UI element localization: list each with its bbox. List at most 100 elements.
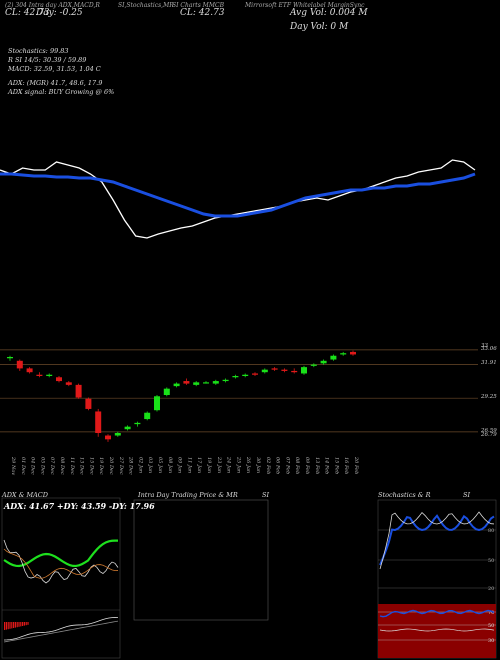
date-label: 07 Dec xyxy=(49,457,55,475)
adx-minus-di-line xyxy=(3,548,119,579)
rsi-level-label: 50 xyxy=(488,623,494,629)
macd-histogram-bar xyxy=(5,622,7,630)
macd-histogram-bar xyxy=(11,622,13,629)
intraday-panel-title: Intra Day Trading Price & MR xyxy=(138,491,238,499)
candle-body xyxy=(46,374,53,376)
macd-histogram-bar xyxy=(14,622,16,628)
date-label: 05 Dec xyxy=(39,457,45,475)
rsi-line xyxy=(379,609,495,618)
date-label: 26 Jan xyxy=(245,456,251,473)
date-label: 11 Dec xyxy=(69,457,75,475)
date-label: 29 Nov xyxy=(10,456,16,475)
candle-body xyxy=(261,369,268,373)
price-label: 26.79 xyxy=(481,432,497,439)
candle-body xyxy=(36,374,43,376)
macd-histogram-bar xyxy=(20,622,22,627)
rsi-panel: 70 50 30 xyxy=(378,604,496,658)
date-label: 24 Jan xyxy=(226,456,232,473)
date-label: 19 Dec xyxy=(98,457,104,475)
intraday-panel-si: SI xyxy=(262,491,270,499)
date-label: 14 Feb xyxy=(324,457,330,474)
macd-histogram-bar xyxy=(18,622,20,627)
macd-signal-line xyxy=(3,620,119,643)
price-label: 33.06 xyxy=(481,345,497,352)
date-label: 09 Feb xyxy=(304,457,310,474)
date-label: 08 Dec xyxy=(59,457,65,475)
macd-histogram-bar xyxy=(4,622,6,630)
candle-body xyxy=(242,374,249,376)
moving-averages xyxy=(0,159,476,239)
price-label: 33 xyxy=(481,342,488,349)
candle-body xyxy=(252,373,258,375)
macd-histogram-bar xyxy=(22,622,24,626)
candle-body xyxy=(291,370,298,373)
date-label: 01 Dec xyxy=(20,457,26,475)
date-label: 09 Jan xyxy=(177,457,183,473)
candle-body xyxy=(301,367,307,374)
date-label: 08 Feb xyxy=(294,457,300,474)
candle-body xyxy=(281,369,288,371)
candle-body xyxy=(232,376,239,378)
candle-body xyxy=(350,351,356,355)
date-label: 25 Jan xyxy=(235,456,241,473)
candle-body xyxy=(222,379,229,382)
adx-panel-title: ADX & MACD xyxy=(2,491,48,499)
candles xyxy=(7,350,356,442)
stoch-panel: 80 50 20 xyxy=(378,511,496,592)
candle-body xyxy=(85,398,92,409)
stoch-level-label: 50 xyxy=(488,558,494,564)
macd-histogram-bar xyxy=(7,622,9,630)
date-label: 16 Feb xyxy=(343,457,349,474)
candle-body xyxy=(340,353,347,355)
candle-body xyxy=(114,433,121,436)
date-label: 02 Feb xyxy=(265,457,271,474)
candle-body xyxy=(16,360,23,369)
macd-line xyxy=(3,616,119,641)
macd-histogram-bar xyxy=(13,622,15,628)
date-label: 27 Dec xyxy=(118,456,124,475)
candle-body xyxy=(203,382,209,384)
date-label: 05 Jan xyxy=(157,457,163,473)
date-label: 15 Dec xyxy=(88,457,94,475)
candle-body xyxy=(173,383,180,387)
candle-body xyxy=(330,355,337,360)
candle-body xyxy=(105,435,111,440)
header-cl: CL: 42.73 xyxy=(5,8,50,18)
candle-body xyxy=(310,364,317,366)
date-label: 02 Jan xyxy=(137,457,143,473)
candle-body xyxy=(7,357,13,359)
date-label: 20 Dec xyxy=(108,456,114,475)
adx-line xyxy=(3,539,119,584)
date-label: 19 Jan xyxy=(206,457,212,473)
ma-blue-line xyxy=(0,172,476,218)
price-label: 26.59 xyxy=(481,427,497,434)
indicator-rsi: R SI 14/5: 30.39 / 59.89 xyxy=(8,56,87,64)
macd-panel xyxy=(2,609,120,643)
macd-histogram-bar xyxy=(23,622,25,626)
date-label: 17 Jan xyxy=(196,457,202,473)
header-top-right: Mirrorsoft ETF Whitelabel MarginSync xyxy=(245,2,365,9)
stoch-d-line xyxy=(379,511,495,570)
header-avg-vol: Avg Vol: 0.004 M xyxy=(290,8,368,18)
price-label: 29.25 xyxy=(481,394,497,401)
rsi-level-label: 70 xyxy=(488,610,494,616)
macd-histogram-bar xyxy=(25,622,27,626)
candle-body xyxy=(134,422,141,425)
stoch-panel-si: SI xyxy=(463,491,471,499)
macd-histogram-bar xyxy=(16,622,18,628)
adx-panel xyxy=(3,539,119,584)
indicator-adx-signal: ADX signal: BUY Growing @ 6% xyxy=(8,88,115,96)
candle-body xyxy=(212,381,219,384)
date-label: 23 Jan xyxy=(216,456,222,473)
candle-body xyxy=(144,412,151,420)
date-label: 28 Dec xyxy=(128,456,134,475)
candle-body xyxy=(320,360,327,364)
ma-white-line xyxy=(0,159,476,239)
date-label: 06 Feb xyxy=(275,457,281,474)
adx-plus-di-line xyxy=(3,539,119,568)
macd-histogram-bar xyxy=(9,622,11,629)
date-axis: 29 Nov 01 Dec 04 Dec 05 Dec 07 Dec 08 Dec 11 D… xyxy=(10,456,359,475)
candle-body xyxy=(193,382,200,385)
indicator-adx: ADX: (MGR) 41.7, 48.6, 17.9 xyxy=(8,79,103,87)
adx-readout: ADX: 41.67 +DY: 43.59 -DY: 17.96 xyxy=(4,501,155,511)
